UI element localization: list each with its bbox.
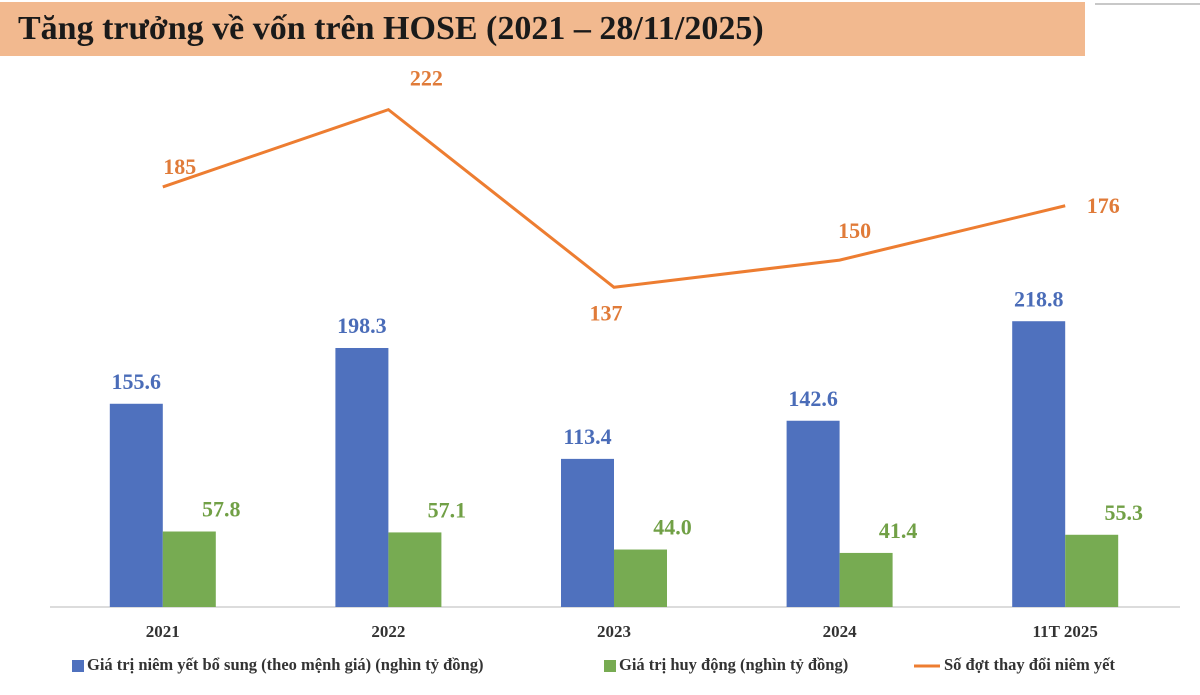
- x-tick-label: 2024: [823, 622, 858, 641]
- bar: [839, 552, 893, 607]
- bar: [561, 458, 614, 607]
- bar: [109, 403, 163, 607]
- data-label: 198.3: [337, 313, 387, 338]
- title-banner: [0, 2, 1085, 56]
- data-label: 176: [1087, 193, 1120, 218]
- x-tick-label: 11T 2025: [1033, 622, 1098, 641]
- data-label: 218.8: [1014, 286, 1064, 311]
- bar: [1065, 534, 1119, 607]
- data-label: 113.4: [563, 424, 611, 449]
- x-tick-label: 2022: [371, 622, 405, 641]
- data-label: 57.8: [202, 497, 241, 522]
- data-label: 185: [163, 154, 196, 179]
- data-label: 142.6: [788, 386, 838, 411]
- data-label: 150: [838, 218, 871, 243]
- data-label: 57.1: [428, 497, 467, 522]
- legend-swatch: [72, 660, 84, 672]
- data-label: 155.6: [112, 369, 162, 394]
- data-label: 44.0: [653, 515, 692, 540]
- legend-label: Giá trị huy động (nghìn tỷ đồng): [619, 655, 848, 674]
- data-label: 222: [410, 66, 443, 91]
- x-tick-label: 2021: [146, 622, 180, 641]
- bar: [335, 347, 389, 607]
- bar: [614, 549, 667, 607]
- chart-title: Tăng trưởng về vốn trên HOSE (2021 – 28/…: [18, 10, 764, 47]
- bar: [1012, 321, 1066, 607]
- data-label: 41.4: [879, 518, 918, 543]
- bar: [786, 420, 840, 607]
- data-label: 137: [590, 300, 623, 325]
- legend-label: Giá trị niêm yết bổ sung (theo mệnh giá)…: [87, 655, 483, 674]
- x-tick-label: 2023: [597, 622, 631, 641]
- line: [162, 107, 1066, 289]
- bar: [388, 532, 442, 607]
- legend-label: Số đợt thay đổi niêm yết: [944, 655, 1115, 674]
- bar: [162, 531, 216, 607]
- legend-swatch: [604, 660, 616, 672]
- data-label: 55.3: [1104, 500, 1143, 525]
